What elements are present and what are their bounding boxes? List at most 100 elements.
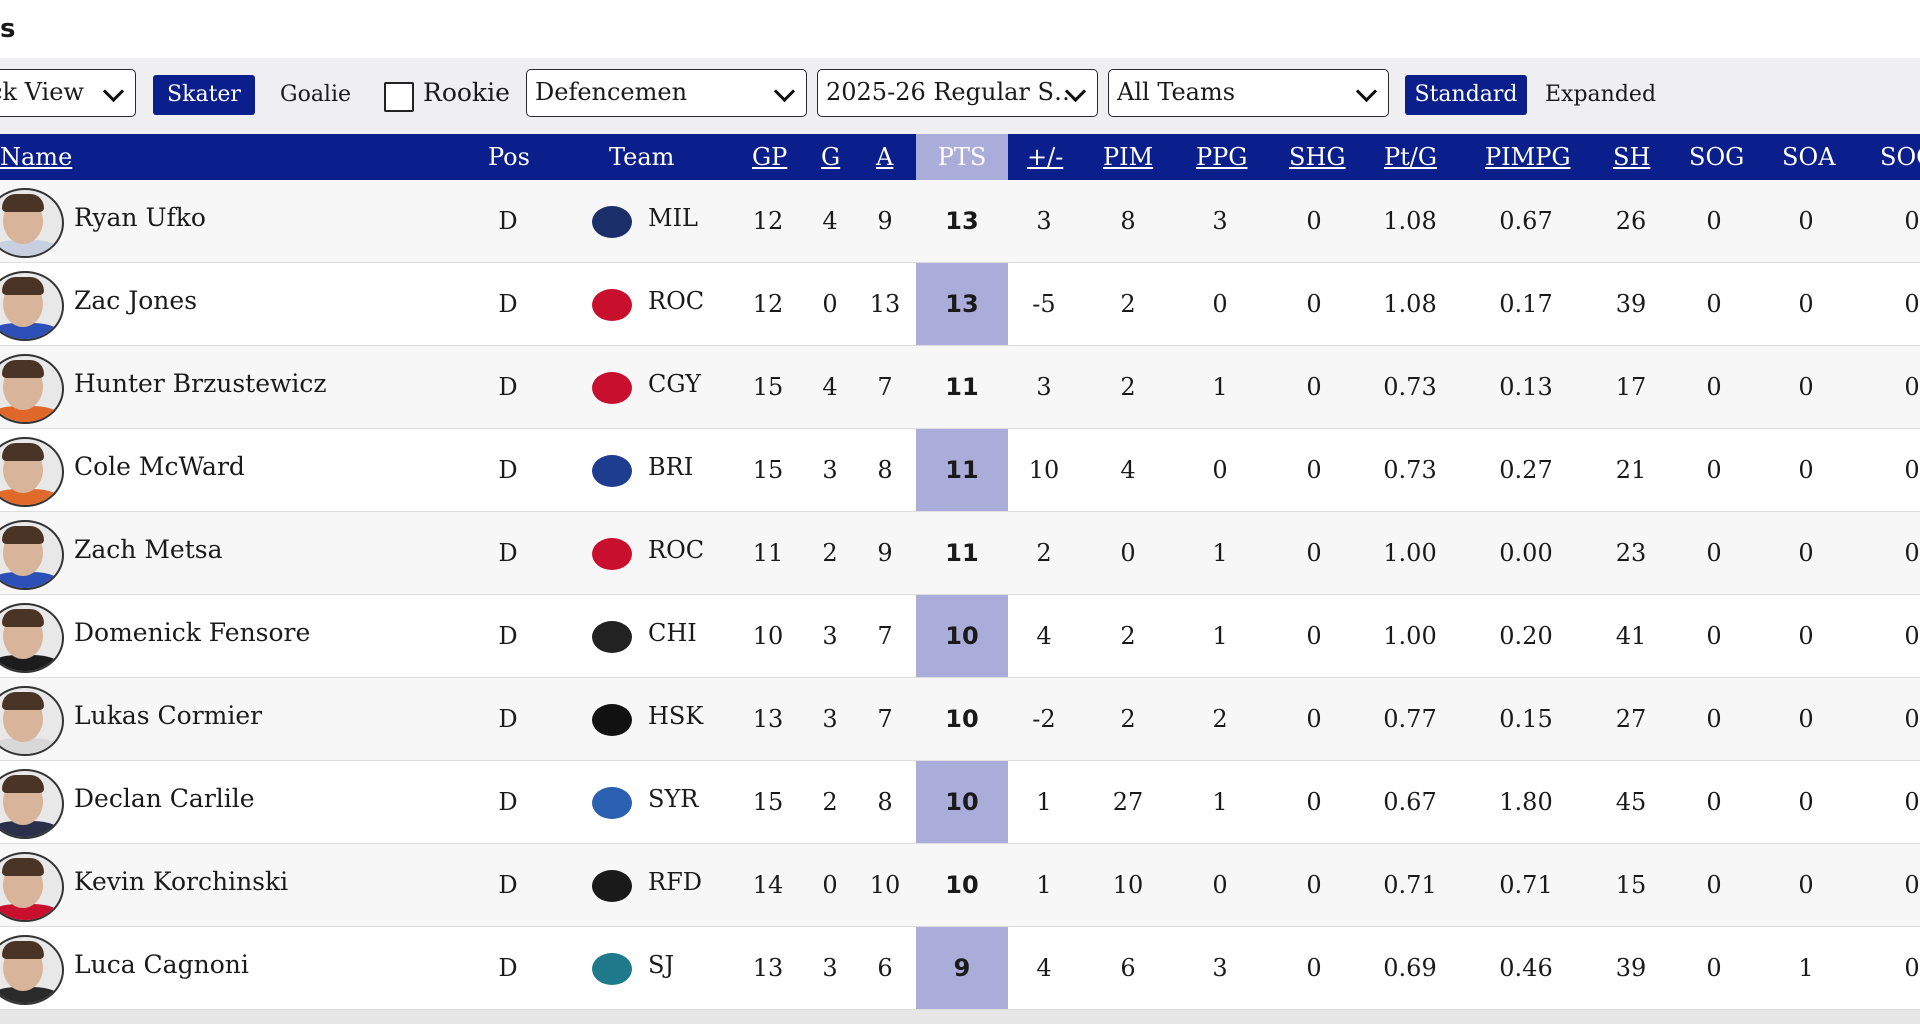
player-name-link[interactable]: Zac Jones bbox=[74, 286, 198, 315]
column-header-gp[interactable]: GP bbox=[752, 143, 788, 171]
rookie-label: Rookie bbox=[423, 78, 510, 107]
player-name-link[interactable]: Ryan Ufko bbox=[74, 203, 206, 232]
plus-minus-cell: -2 bbox=[1032, 705, 1056, 733]
pim-cell: 6 bbox=[1120, 954, 1136, 982]
chevron-down-icon bbox=[102, 80, 125, 103]
soa-cell: 0 bbox=[1798, 373, 1814, 401]
ppg-cell: 3 bbox=[1212, 954, 1228, 982]
column-header-name[interactable]: Name bbox=[0, 143, 73, 171]
position-cell: D bbox=[498, 954, 518, 982]
column-header-g[interactable]: G bbox=[821, 143, 841, 171]
pts-cell: 10 bbox=[945, 871, 979, 899]
player-name-link[interactable]: Zach Metsa bbox=[74, 535, 223, 564]
player-name-link[interactable]: Kevin Korchinski bbox=[74, 867, 289, 896]
plus-minus-cell: 1 bbox=[1036, 871, 1052, 899]
team-abbreviation[interactable]: CHI bbox=[648, 619, 697, 647]
standard-button[interactable]: Standard bbox=[1405, 75, 1527, 115]
table-row[interactable]: Ryan Ufko MIL D 12 4 9 13 3 8 3 0 1.08 0.67 26 0 0 0 bbox=[0, 180, 1920, 263]
player-avatar bbox=[0, 437, 64, 507]
pts-cell: 10 bbox=[945, 705, 979, 733]
soa-cell: 0 bbox=[1798, 290, 1814, 318]
column-header-pt-per-g[interactable]: Pt/G bbox=[1384, 143, 1438, 171]
soa-cell: 1 bbox=[1798, 954, 1814, 982]
skater-button[interactable]: Skater bbox=[153, 75, 255, 115]
g-cell: 3 bbox=[822, 705, 838, 733]
soa-cell: 0 bbox=[1798, 456, 1814, 484]
position-select-value: Defencemen bbox=[535, 78, 688, 106]
rookie-checkbox[interactable] bbox=[384, 82, 414, 112]
expanded-button[interactable]: Expanded bbox=[1545, 82, 1657, 107]
table-row[interactable]: Zac Jones ROC D 12 0 13 13 -5 2 0 0 1.08 0.17 39 0 0 0 bbox=[0, 263, 1920, 346]
column-header-ppg[interactable]: PPG bbox=[1196, 143, 1248, 171]
table-row[interactable]: Zach Metsa ROC D 11 2 9 11 2 0 1 0 1.00 0.00 23 0 0 0 bbox=[0, 512, 1920, 595]
column-header-pts[interactable]: PTS bbox=[916, 134, 1008, 180]
player-name-link[interactable]: Declan Carlile bbox=[74, 784, 255, 813]
team-abbreviation[interactable]: HSK bbox=[648, 702, 704, 730]
table-row[interactable]: Cole McWard BRI D 15 3 8 11 10 4 0 0 0.73 0.27 21 0 0 0 bbox=[0, 429, 1920, 512]
player-name-link[interactable]: Domenick Fensore bbox=[74, 618, 311, 647]
player-name-link[interactable]: Luca Cagnoni bbox=[74, 950, 249, 979]
team-abbreviation[interactable]: SJ bbox=[648, 951, 675, 979]
gp-cell: 11 bbox=[752, 539, 784, 567]
player-avatar bbox=[0, 188, 64, 258]
ppg-cell: 1 bbox=[1212, 622, 1228, 650]
player-name-link[interactable]: Lukas Cormier bbox=[74, 701, 263, 730]
pim-cell: 27 bbox=[1112, 788, 1144, 816]
table-row[interactable]: Luca Cagnoni SJ D 13 3 6 9 4 6 3 0 0.69 0.46 39 0 1 0 bbox=[0, 927, 1920, 1010]
position-select[interactable]: Defencemen bbox=[526, 69, 807, 117]
team-select-value: All Teams bbox=[1117, 78, 1236, 106]
table-row[interactable]: Hunter Brzustewicz CGY D 15 4 7 11 3 2 1 0 0.73 0.13… bbox=[0, 346, 1920, 429]
pim-cell: 2 bbox=[1120, 290, 1136, 318]
a-cell: 8 bbox=[877, 456, 893, 484]
team-abbreviation[interactable]: ROC bbox=[648, 536, 705, 564]
pts-cell: 13 bbox=[945, 207, 979, 235]
team-logo-icon bbox=[588, 200, 636, 244]
gp-cell: 15 bbox=[752, 456, 784, 484]
team-abbreviation[interactable]: ROC bbox=[648, 287, 705, 315]
column-header-shg[interactable]: SHG bbox=[1289, 143, 1346, 171]
team-abbreviation[interactable]: BRI bbox=[648, 453, 694, 481]
column-header-plus-minus[interactable]: +/- bbox=[1027, 143, 1064, 171]
plus-minus-cell: 3 bbox=[1036, 207, 1052, 235]
view-select[interactable]: ck View bbox=[0, 69, 136, 117]
column-header-pimpg[interactable]: PIMPG bbox=[1485, 143, 1571, 171]
position-cell: D bbox=[498, 373, 518, 401]
shg-cell: 0 bbox=[1306, 456, 1322, 484]
gp-cell: 13 bbox=[752, 954, 784, 982]
team-abbreviation[interactable]: SYR bbox=[648, 785, 699, 813]
column-header-sh[interactable]: SH bbox=[1613, 143, 1651, 171]
soa-cell: 0 bbox=[1798, 871, 1814, 899]
team-logo-icon bbox=[588, 449, 636, 493]
g-cell: 0 bbox=[822, 290, 838, 318]
player-name-link[interactable]: Hunter Brzustewicz bbox=[74, 369, 327, 398]
table-row[interactable]: Declan Carlile SYR D 15 2 8 10 1 27 1 0 0.67 1.80 45 0… bbox=[0, 761, 1920, 844]
pt-per-g-cell: 1.08 bbox=[1383, 207, 1437, 235]
goalie-button[interactable]: Goalie bbox=[280, 82, 352, 107]
column-header-a[interactable]: A bbox=[876, 143, 894, 171]
team-abbreviation[interactable]: RFD bbox=[648, 868, 702, 896]
team-logo-icon bbox=[588, 283, 636, 327]
a-cell: 13 bbox=[869, 290, 901, 318]
player-avatar bbox=[0, 520, 64, 590]
sh-cell: 26 bbox=[1615, 207, 1647, 235]
team-select[interactable]: All Teams bbox=[1108, 69, 1389, 117]
position-cell: D bbox=[498, 705, 518, 733]
table-row[interactable]: Kevin Korchinski RFD D 14 0 10 10 1 10 0 0 0.71 0.71… bbox=[0, 844, 1920, 927]
season-select[interactable]: 2025-26 Regular S… bbox=[817, 69, 1098, 117]
shg-cell: 0 bbox=[1306, 788, 1322, 816]
team-logo-icon bbox=[588, 532, 636, 576]
table-row[interactable]: Domenick Fensore CHI D 10 3 7 10 4 2 1 0 1.00 0.20 41… bbox=[0, 595, 1920, 678]
g-cell: 3 bbox=[822, 954, 838, 982]
table-row[interactable]: Lukas Cormier HSK D 13 3 7 10 -2 2 2 0 0.77 0.15 27 0 0… bbox=[0, 678, 1920, 761]
plus-minus-cell: 3 bbox=[1036, 373, 1052, 401]
team-abbreviation[interactable]: CGY bbox=[648, 370, 701, 398]
team-abbreviation[interactable]: MIL bbox=[648, 204, 698, 232]
sog-pct-cell: 0 bbox=[1904, 373, 1920, 401]
ppg-cell: 1 bbox=[1212, 788, 1228, 816]
player-name-link[interactable]: Cole McWard bbox=[74, 452, 245, 481]
column-header-sog-pct: SOG% bbox=[1880, 143, 1920, 171]
position-cell: D bbox=[498, 290, 518, 318]
pt-per-g-cell: 0.77 bbox=[1383, 705, 1437, 733]
pim-cell: 2 bbox=[1120, 373, 1136, 401]
column-header-pim[interactable]: PIM bbox=[1103, 143, 1154, 171]
